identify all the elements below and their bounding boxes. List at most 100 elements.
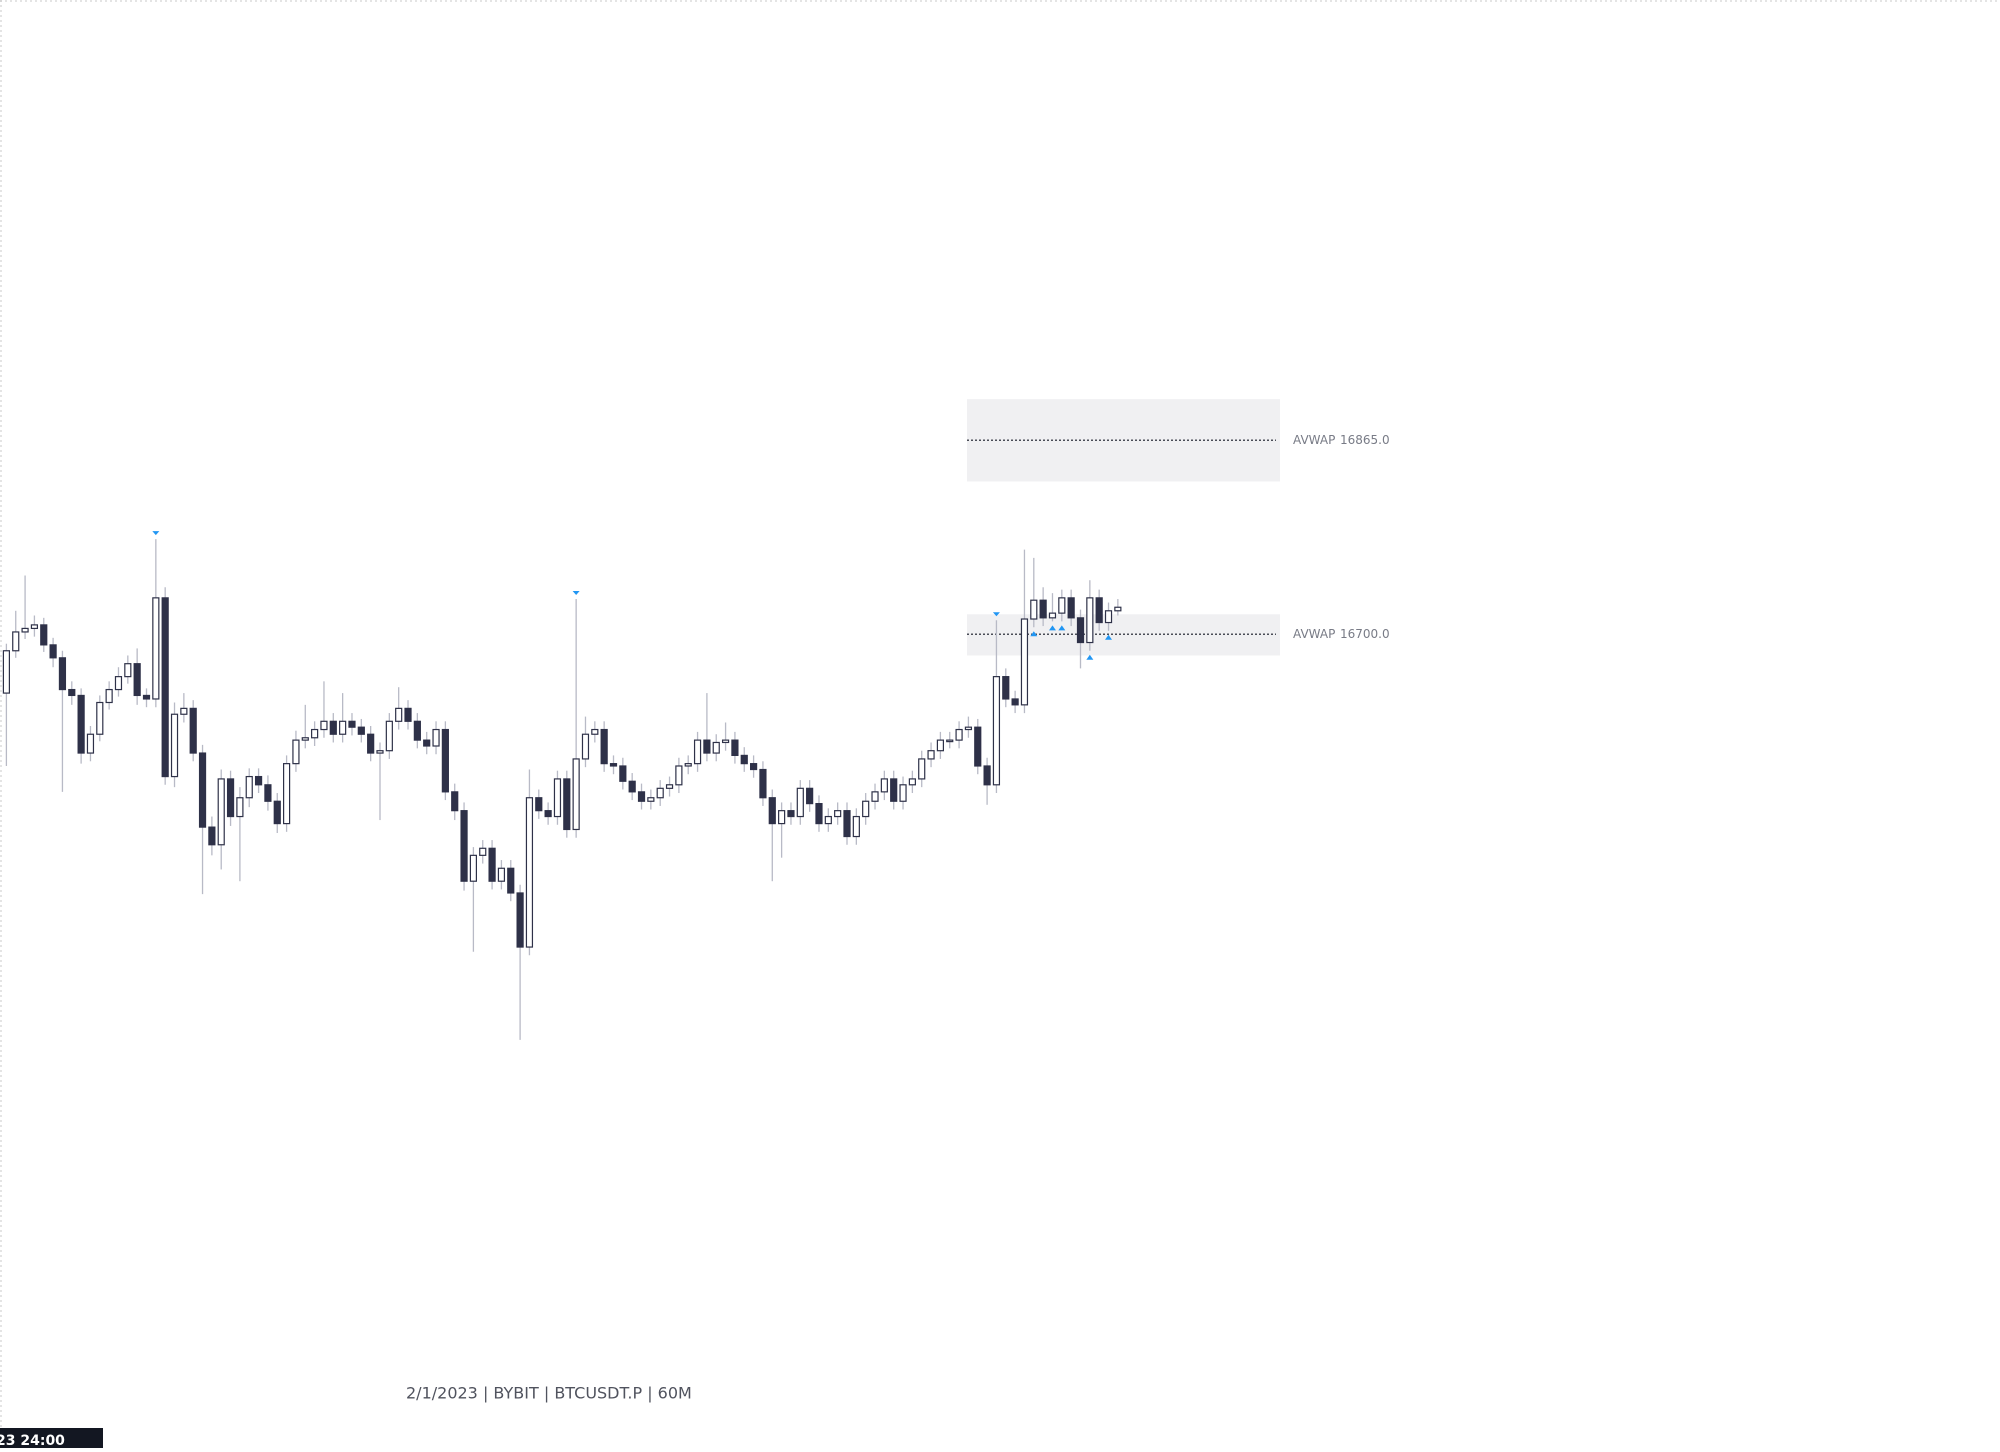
candle-body bbox=[675, 765, 683, 786]
candle-body bbox=[946, 739, 954, 743]
candle-body bbox=[1104, 610, 1113, 624]
candle-body bbox=[226, 778, 235, 818]
candle-body bbox=[628, 780, 636, 793]
candle-body bbox=[488, 847, 496, 882]
time-badge bbox=[0, 1428, 103, 1448]
candle-body bbox=[460, 810, 468, 882]
candle-body bbox=[273, 800, 281, 825]
candle-body bbox=[871, 791, 879, 802]
candle-body bbox=[124, 663, 132, 678]
candle-body bbox=[49, 644, 57, 659]
candle-body bbox=[507, 867, 515, 894]
candle-body bbox=[441, 728, 449, 793]
candle-body bbox=[684, 763, 692, 767]
candle-body bbox=[432, 728, 440, 747]
candle-body bbox=[600, 728, 608, 765]
candle-body bbox=[918, 758, 926, 780]
candle-body bbox=[768, 797, 776, 825]
candle-body bbox=[86, 733, 95, 754]
candle-body bbox=[497, 867, 506, 882]
candle-body bbox=[180, 707, 188, 715]
candle-body bbox=[283, 763, 291, 825]
candle-body bbox=[796, 787, 804, 818]
candle-body bbox=[843, 810, 851, 838]
candle-body bbox=[778, 810, 786, 825]
candle-body bbox=[68, 688, 76, 697]
candle-body bbox=[245, 775, 253, 799]
candle-body bbox=[609, 763, 618, 767]
candle-body bbox=[105, 688, 113, 704]
candle-body bbox=[525, 797, 534, 948]
candle-body bbox=[1058, 597, 1066, 614]
candle-body bbox=[77, 694, 85, 754]
candle-body bbox=[703, 739, 711, 754]
candle-body bbox=[1039, 599, 1047, 619]
candle-body bbox=[936, 739, 945, 752]
candle-body bbox=[367, 733, 375, 754]
candle-body bbox=[479, 847, 487, 856]
candle-body bbox=[1114, 606, 1122, 612]
candle-body bbox=[161, 597, 169, 778]
candle-body bbox=[1086, 597, 1094, 644]
avwap-name: AVWAP bbox=[1293, 627, 1335, 641]
candle-body bbox=[423, 739, 431, 747]
candle-body bbox=[357, 726, 365, 735]
candle-body bbox=[395, 707, 403, 722]
candle-body bbox=[880, 778, 888, 793]
candle-body bbox=[516, 892, 524, 948]
candle-body bbox=[852, 815, 860, 838]
candle-body bbox=[264, 784, 272, 802]
candle-body bbox=[208, 826, 216, 846]
candle-body bbox=[30, 624, 39, 630]
candle-body bbox=[806, 787, 814, 805]
candle-body bbox=[292, 739, 300, 765]
candle-body bbox=[964, 726, 973, 731]
candle-body bbox=[749, 763, 758, 771]
candle-body bbox=[544, 810, 552, 818]
candle-body bbox=[955, 728, 963, 741]
candle-body bbox=[572, 758, 580, 831]
candle-body bbox=[1011, 698, 1019, 706]
candle-body bbox=[712, 741, 720, 754]
candle-body bbox=[385, 720, 393, 752]
avwap-name: AVWAP bbox=[1293, 433, 1335, 447]
candle-body bbox=[1030, 599, 1038, 620]
candle-body bbox=[12, 631, 20, 652]
candle-body bbox=[451, 791, 459, 812]
candle-body bbox=[142, 694, 151, 700]
candle-body bbox=[591, 728, 599, 735]
candle-body bbox=[815, 803, 823, 825]
candle-body bbox=[320, 720, 328, 731]
candle-body bbox=[2, 650, 11, 694]
candle-body bbox=[217, 778, 225, 846]
candle-body bbox=[413, 720, 421, 741]
candle-body bbox=[581, 733, 590, 760]
candle-body bbox=[170, 713, 179, 778]
candle-body bbox=[787, 810, 795, 818]
signal-up bbox=[1105, 634, 1113, 640]
watermark: 2/1/2023 | BYBIT | BTCUSDT.P | 60M bbox=[406, 1384, 692, 1403]
candle-body bbox=[824, 815, 832, 825]
avwap-value: 16700.0 bbox=[1340, 627, 1390, 641]
candle-body bbox=[198, 752, 207, 828]
candle-body bbox=[236, 797, 244, 818]
candle-body bbox=[693, 739, 702, 765]
signal-up bbox=[1058, 625, 1066, 631]
candle-body bbox=[927, 750, 935, 760]
candle-body bbox=[656, 787, 664, 799]
candle-body bbox=[152, 597, 160, 700]
candle-body bbox=[721, 739, 730, 744]
candle-body bbox=[114, 676, 123, 691]
candle-body bbox=[96, 701, 104, 735]
candle-body bbox=[535, 797, 543, 812]
candle-body bbox=[834, 810, 842, 818]
signal-up bbox=[1048, 625, 1056, 631]
candle-body bbox=[647, 797, 655, 802]
candle-body bbox=[983, 765, 991, 786]
candle-body bbox=[759, 768, 767, 799]
time-label: 23 24:00 bbox=[0, 1433, 65, 1448]
candle-body bbox=[740, 754, 748, 765]
avwap-value: 16865.0 bbox=[1340, 433, 1390, 447]
signal-up bbox=[1086, 654, 1094, 660]
